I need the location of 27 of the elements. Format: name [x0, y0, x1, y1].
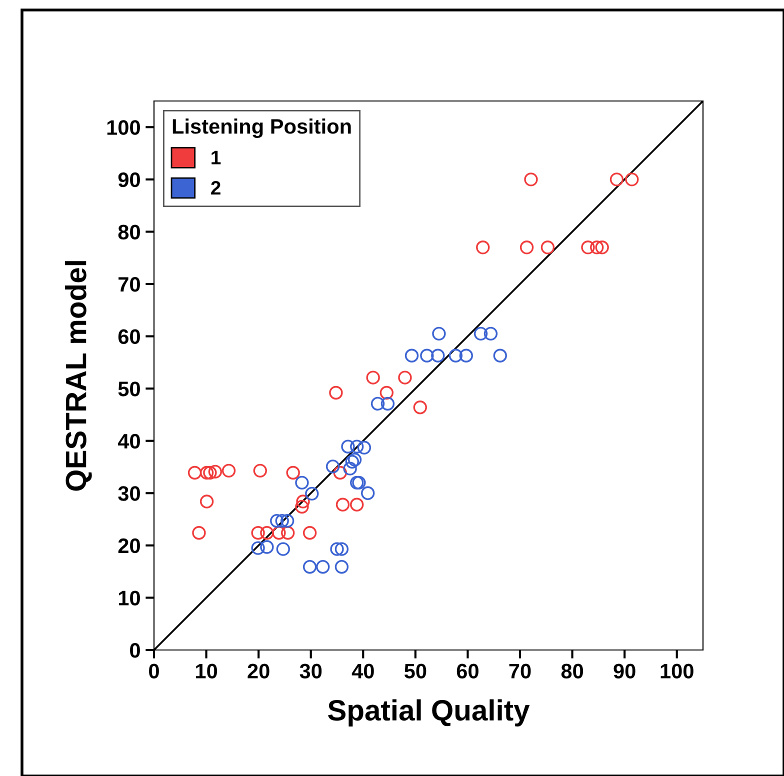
legend-title: Listening Position — [172, 118, 351, 138]
x-tick-label: 80 — [561, 664, 584, 678]
x-tick-label: 90 — [614, 664, 636, 678]
y-axis-title: QESTRAL model — [64, 261, 92, 491]
x-tick-label: 40 — [352, 664, 374, 678]
y-tick-label: 80 — [118, 224, 140, 240]
x-tick-label: 20 — [248, 664, 270, 678]
y-tick-label: 30 — [118, 486, 140, 501]
x-tick-label: 0 — [149, 664, 159, 678]
legend-label: 2 — [211, 180, 220, 195]
x-tick-label: 50 — [404, 664, 426, 678]
y-tick-label: 40 — [118, 434, 140, 449]
legend-label: 1 — [212, 150, 221, 164]
y-tick-label: 60 — [118, 329, 140, 344]
y-tick-label: 20 — [118, 538, 140, 554]
y-tick-label: 50 — [118, 382, 140, 396]
x-tick-label: 100 — [660, 664, 694, 678]
y-tick-label: 0 — [130, 643, 140, 658]
x-tick-label: 70 — [509, 664, 531, 678]
x-tick-label: 30 — [300, 664, 322, 679]
y-tick-label: 100 — [107, 120, 140, 135]
x-axis-title: Spatial Quality — [328, 699, 530, 726]
y-tick-label: 90 — [118, 172, 140, 188]
x-tick-label: 60 — [456, 664, 478, 678]
y-tick-label: 10 — [118, 590, 140, 606]
x-tick-label: 10 — [196, 664, 218, 678]
y-tick-label: 70 — [118, 277, 140, 292]
